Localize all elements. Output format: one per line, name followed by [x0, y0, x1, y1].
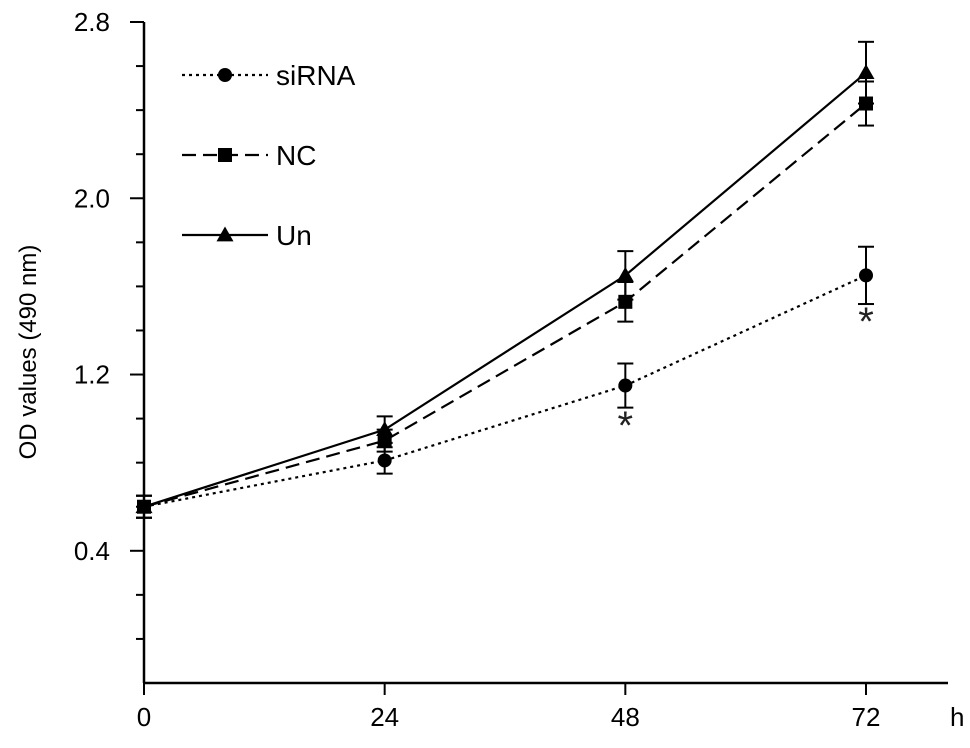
y-tick-label: 2.0 [74, 183, 110, 213]
series-sirna [136, 245, 874, 519]
series-nc [136, 80, 874, 519]
series-line [143, 71, 867, 508]
axes [142, 22, 948, 685]
data-point [618, 378, 633, 393]
legend-label: Un [276, 220, 312, 251]
data-point [135, 498, 153, 514]
y-tick-label: 2.8 [74, 7, 110, 37]
x-axis-title: h [950, 702, 964, 732]
legend-label: siRNA [276, 60, 356, 91]
legend-item-un: Un [182, 220, 312, 251]
significance-star: * [858, 300, 874, 344]
x-tick-label: 0 [137, 702, 151, 732]
data-point [376, 421, 394, 436]
data-point [859, 268, 873, 283]
series-line [143, 274, 867, 508]
series-line [143, 102, 867, 508]
x-tick-label: 24 [370, 702, 399, 732]
data-point [857, 64, 875, 80]
data-point [618, 294, 633, 309]
x-tick-label: 72 [852, 702, 881, 732]
data-point [616, 266, 634, 282]
y-tick-label: 0.4 [74, 536, 110, 566]
legend-item-nc: NC [182, 140, 316, 171]
data-point [377, 453, 392, 468]
y-ticks: 0.4 1.2 2.0 2.8 [74, 7, 144, 640]
legend-marker [216, 226, 234, 242]
series-layer [135, 40, 875, 519]
x-tick-label: 48 [611, 702, 640, 732]
legend: siRNA NC Un [182, 60, 356, 251]
legend-item-sirna: siRNA [182, 60, 356, 91]
legend-label: NC [276, 140, 316, 171]
legend-marker [218, 148, 232, 162]
legend-marker [218, 68, 232, 82]
y-axis-title: OD values (490 nm) [15, 245, 42, 460]
significance-star: * [618, 404, 634, 448]
series-un [135, 40, 875, 519]
annotation-layer: ** [618, 300, 874, 448]
x-ticks: 0 24 48 72 [137, 683, 881, 732]
y-tick-label: 1.2 [74, 360, 110, 390]
